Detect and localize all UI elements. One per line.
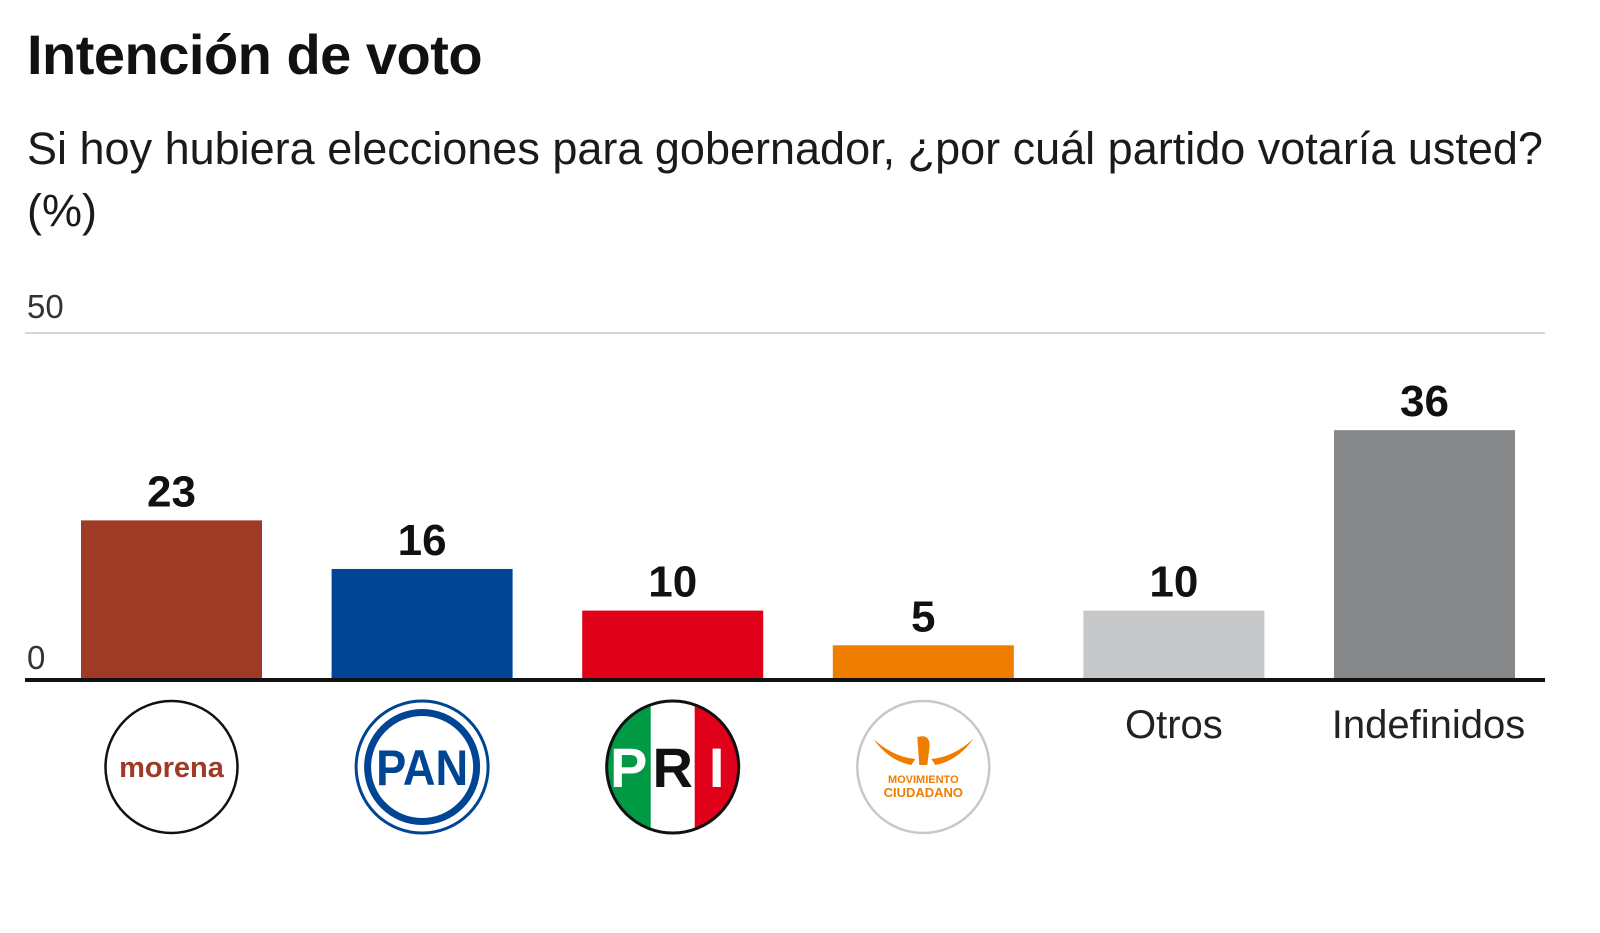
pri-logo-letter: P bbox=[610, 736, 647, 799]
bar-value-label: 10 bbox=[648, 558, 697, 607]
x-category-label: Otros bbox=[1125, 703, 1223, 747]
morena-logo-text: morena bbox=[119, 752, 225, 784]
pan-logo-text: PAN bbox=[376, 740, 468, 796]
pri-logo-letter: I bbox=[709, 736, 725, 799]
chart-subtitle: Si hoy hubiera elecciones para gobernado… bbox=[27, 123, 1543, 236]
bar bbox=[331, 568, 513, 680]
morena-logo-circle bbox=[104, 699, 239, 835]
bar-value-label: 10 bbox=[1149, 558, 1198, 607]
mc-eagle-body bbox=[917, 736, 930, 765]
bar-value-label: 36 bbox=[1400, 377, 1449, 426]
party-logo-1: PAN bbox=[354, 699, 490, 835]
y-tick-label: 50 bbox=[27, 288, 64, 325]
party-logo-0: morena bbox=[104, 699, 239, 835]
bar bbox=[582, 610, 764, 680]
mc-logo-line1: MOVIMIENTO bbox=[888, 774, 959, 786]
pri-logo-stripe bbox=[650, 701, 696, 833]
mc-logo-line2: CIUDADANO bbox=[884, 785, 963, 800]
chart-title: Intención de voto bbox=[27, 23, 483, 86]
pri-logo-border bbox=[605, 699, 741, 835]
bar-value-label: 5 bbox=[911, 592, 935, 641]
bar bbox=[81, 520, 262, 680]
mc-eagle-left-wing bbox=[873, 739, 916, 765]
y-tick-label: 0 bbox=[27, 639, 45, 676]
pan-logo-inner bbox=[371, 716, 474, 818]
mc-eagle-right-wing bbox=[931, 739, 974, 765]
bar-value-label: 23 bbox=[147, 467, 196, 516]
bar bbox=[1083, 610, 1265, 680]
bar bbox=[1334, 430, 1515, 680]
bar-value-label: 16 bbox=[398, 516, 447, 565]
pri-logo-letter: R bbox=[652, 736, 692, 799]
x-category-label: Indefinidos bbox=[1332, 703, 1525, 747]
mc-logo-circle bbox=[856, 699, 991, 835]
bar bbox=[832, 645, 1014, 680]
